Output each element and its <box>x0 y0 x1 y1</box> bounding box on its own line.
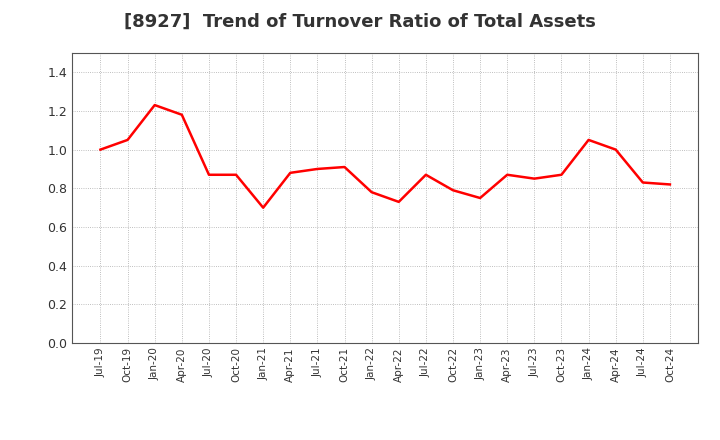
Text: [8927]  Trend of Turnover Ratio of Total Assets: [8927] Trend of Turnover Ratio of Total … <box>124 13 596 31</box>
